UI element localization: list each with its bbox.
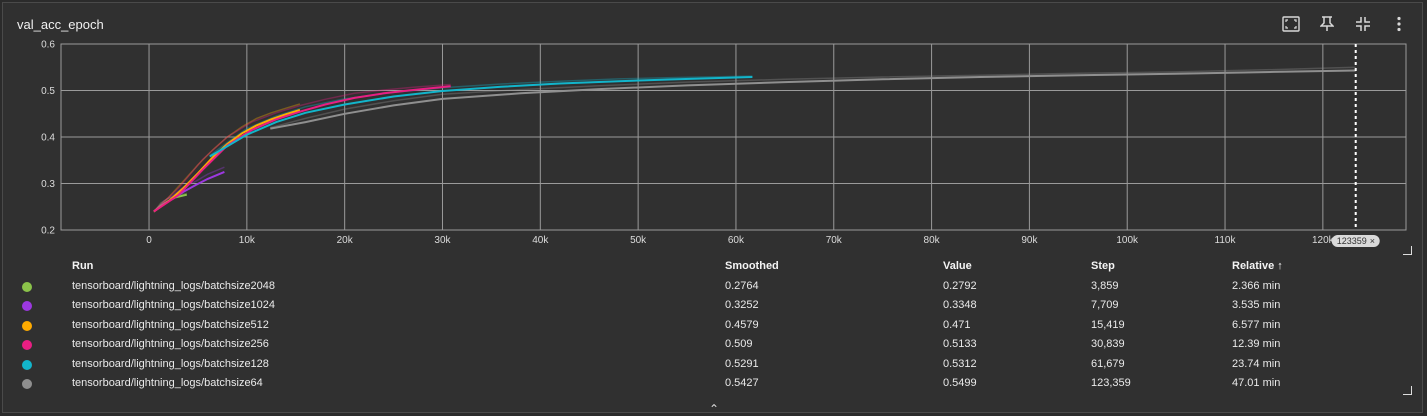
more-options-button[interactable] — [1388, 13, 1410, 35]
table-resize-handle[interactable] — [1403, 386, 1412, 395]
step-value: 61,679 — [1091, 357, 1125, 370]
fit-domain-button[interactable] — [1280, 13, 1302, 35]
y-tick-label: 0.6 — [41, 40, 55, 51]
x-tick-label: 50k — [630, 235, 647, 246]
run-name: tensorboard/lightning_logs/batchsize256 — [72, 338, 269, 350]
collapse-button[interactable] — [1352, 13, 1374, 35]
y-tick-label: 0.2 — [41, 226, 55, 237]
relative-time: 12.39 min — [1232, 338, 1281, 350]
relative-time: 23.74 min — [1232, 357, 1281, 370]
series-raw-line — [153, 83, 451, 212]
header-run[interactable]: Run — [72, 260, 94, 272]
run-name: tensorboard/lightning_logs/batchsize128 — [72, 357, 269, 370]
run-name: tensorboard/lightning_logs/batchsize2048 — [72, 279, 276, 292]
x-tick-label: 40k — [532, 235, 549, 246]
x-tick-label: 0 — [146, 235, 152, 246]
relative-time: 47.01 min — [1232, 377, 1281, 389]
hover-step-badge — [1331, 235, 1380, 247]
x-tick-label: 10k — [239, 235, 256, 246]
fit-domain-icon — [1282, 16, 1300, 32]
table-row[interactable]: tensorboard/lightning_logs/batchsize128 0… — [3, 355, 1424, 375]
close-icon[interactable]: × — [1370, 236, 1375, 246]
x-tick-label: 60k — [728, 235, 745, 246]
x-tick-label: 90k — [1021, 235, 1038, 246]
raw-value: 0.5133 — [943, 338, 977, 350]
run-name: tensorboard/lightning_logs/batchsize512 — [72, 318, 269, 331]
step-value: 3,859 — [1091, 279, 1119, 292]
card-toolbar — [1280, 13, 1410, 35]
collapse-icon — [1356, 17, 1370, 31]
relative-time: 2.366 min — [1232, 279, 1281, 292]
y-tick-label: 0.5 — [41, 86, 55, 97]
relative-time: 6.577 min — [1232, 318, 1281, 331]
raw-value: 0.3348 — [943, 299, 977, 311]
data-table: Run Smoothed Value Step Relative ↑ tenso… — [3, 257, 1424, 394]
series-line — [270, 69, 1356, 130]
y-tick-label: 0.3 — [41, 179, 55, 190]
smoothed-value: 0.2764 — [725, 279, 759, 292]
smoothed-value: 0.3252 — [725, 299, 759, 311]
x-tick-label: 120k — [1312, 235, 1335, 246]
more-vert-icon — [1397, 16, 1401, 32]
table-row[interactable]: tensorboard/lightning_logs/batchsize64 0.… — [3, 374, 1424, 394]
step-value: 7,709 — [1091, 299, 1119, 311]
hover-step-label: 123359 — [1337, 236, 1367, 246]
run-color-dot-icon — [22, 301, 32, 311]
table-header: Run Smoothed Value Step Relative ↑ — [3, 257, 1424, 277]
header-value[interactable]: Value — [943, 260, 972, 272]
raw-value: 0.5499 — [943, 377, 977, 389]
pin-icon — [1320, 16, 1334, 31]
line-chart[interactable]: 0 10k 20k 30k 40k 50k 60k 70k 80k 90k 100k 110k 120k… — [3, 3, 1424, 255]
step-value: 123,359 — [1091, 377, 1131, 389]
raw-value: 0.471 — [943, 318, 971, 331]
smoothed-value: 0.5427 — [725, 377, 759, 389]
series-line — [209, 76, 753, 158]
x-tick-label: 100k — [1116, 235, 1139, 246]
run-color-dot-icon — [22, 359, 32, 370]
x-axis-ticks: 0 10k 20k 30k 40k 50k 60k 70k 80k 90k 100k 110k 120k — [146, 235, 1334, 246]
table-row[interactable]: tensorboard/lightning_logs/batchsize2048… — [3, 277, 1424, 297]
hover-indicator: 123359 × — [1331, 44, 1380, 247]
smoothed-value: 0.509 — [725, 338, 753, 350]
run-color-dot-icon — [22, 340, 32, 350]
header-step[interactable]: Step — [1091, 260, 1115, 272]
x-tick-label: 80k — [924, 235, 941, 246]
x-tick-label: 20k — [337, 235, 354, 246]
run-name: tensorboard/lightning_logs/batchsize1024 — [72, 299, 276, 311]
pin-button[interactable] — [1316, 13, 1338, 35]
smoothed-value: 0.4579 — [725, 318, 759, 331]
card-title: val_acc_epoch — [17, 17, 104, 32]
run-color-dot-icon — [22, 281, 32, 292]
header-smoothed[interactable]: Smoothed — [725, 260, 779, 272]
smoothed-value: 0.5291 — [725, 357, 759, 370]
chart-series — [153, 66, 1356, 213]
expand-chevron-icon[interactable]: ⌃ — [709, 402, 720, 416]
raw-value: 0.2792 — [943, 279, 977, 292]
y-tick-label: 0.4 — [41, 133, 55, 144]
step-value: 15,419 — [1091, 318, 1125, 331]
run-color-dot-icon — [22, 379, 32, 389]
chart-grid — [60, 43, 1407, 231]
relative-time: 3.535 min — [1232, 299, 1281, 311]
series-raw-line — [153, 103, 301, 212]
series-line — [153, 85, 451, 213]
x-tick-label: 30k — [434, 235, 451, 246]
series-line — [153, 109, 301, 213]
step-value: 30,839 — [1091, 338, 1125, 350]
table-row[interactable]: tensorboard/lightning_logs/batchsize256 0… — [3, 335, 1424, 355]
header-relative[interactable]: Relative ↑ — [1232, 260, 1283, 272]
table-row[interactable]: tensorboard/lightning_logs/batchsize1024… — [3, 296, 1424, 316]
run-color-dot-icon — [22, 320, 32, 331]
series-raw-line — [270, 66, 1356, 129]
chart-resize-handle[interactable] — [1403, 246, 1412, 255]
table-row[interactable]: tensorboard/lightning_logs/batchsize512 0… — [3, 316, 1424, 336]
x-tick-label: 70k — [826, 235, 843, 246]
x-tick-label: 110k — [1215, 235, 1237, 246]
run-name: tensorboard/lightning_logs/batchsize64 — [72, 377, 263, 389]
raw-value: 0.5312 — [943, 357, 977, 370]
y-axis-ticks: 0.2 0.3 0.4 0.5 0.6 — [41, 40, 55, 237]
